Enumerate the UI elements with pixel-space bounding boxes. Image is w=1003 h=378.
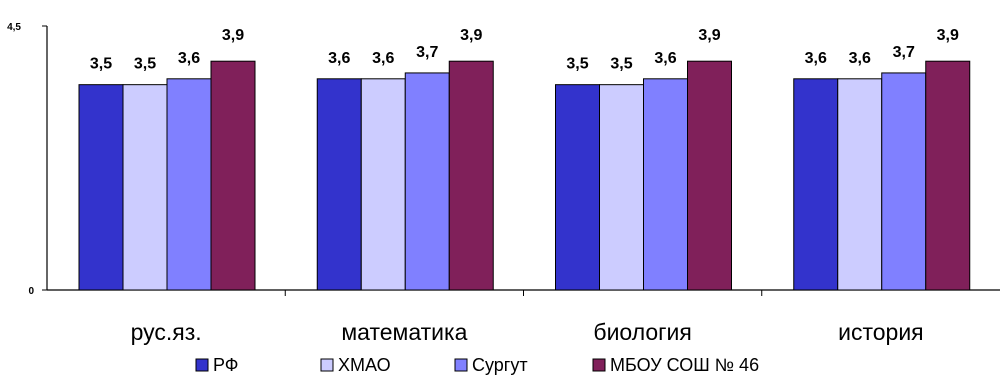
bars-group	[78, 60, 971, 291]
data-label: 3,9	[222, 27, 244, 44]
data-label: 3,6	[805, 50, 827, 67]
bar	[210, 60, 256, 291]
legend-label: РФ	[213, 355, 239, 375]
bar	[925, 60, 971, 291]
x-axis-group: рус.яз. математика биология история	[131, 290, 924, 345]
bar	[881, 72, 927, 291]
data-label: 3,6	[849, 50, 871, 67]
bar	[122, 84, 168, 291]
bar	[837, 78, 883, 291]
y-tick-label-bottom: 0	[28, 286, 34, 297]
legend-swatch	[195, 358, 209, 372]
data-label: 3,9	[698, 27, 720, 44]
y-tick-label-top: 4,5	[7, 22, 21, 33]
data-label: 3,5	[134, 56, 156, 73]
bar	[360, 78, 406, 291]
bar	[448, 60, 494, 291]
bar	[687, 60, 732, 291]
bar	[599, 84, 644, 291]
legend-label: ХМАО	[338, 355, 391, 375]
x-tick-label: математика	[341, 319, 467, 345]
bar	[166, 78, 212, 291]
bar	[316, 78, 362, 291]
data-label: 3,6	[372, 50, 394, 67]
legend-label: Сургут	[472, 355, 528, 375]
data-label: 3,5	[610, 56, 632, 73]
data-label: 3,6	[178, 50, 200, 67]
x-tick-label: история	[838, 319, 924, 345]
data-label: 3,7	[416, 44, 438, 61]
data-label: 3,6	[328, 50, 350, 67]
bar	[404, 72, 450, 291]
legend-swatch	[592, 358, 606, 372]
x-tick-label: рус.яз.	[131, 319, 202, 345]
legend: РФ ХМАО Сургут МБОУ СОШ № 46	[195, 355, 759, 375]
legend-swatch	[320, 358, 334, 372]
legend-swatch	[454, 358, 468, 372]
data-label: 3,5	[90, 56, 112, 73]
bar	[555, 84, 600, 291]
data-label: 3,9	[460, 27, 482, 44]
data-labels-group: 3,5 3,5 3,6 3,9 3,6 3,6 3,7 3,9 3,5 3,5 3,6 3,9 3,6 3…	[90, 27, 959, 72]
legend-label: МБОУ СОШ № 46	[610, 355, 759, 375]
data-label: 3,6	[654, 50, 676, 67]
bar	[78, 84, 124, 291]
bar	[643, 78, 688, 291]
x-tick-label: биология	[593, 319, 691, 345]
data-label: 3,7	[893, 44, 915, 61]
data-label: 3,5	[566, 56, 588, 73]
data-label: 3,9	[937, 27, 959, 44]
bar	[793, 78, 839, 291]
